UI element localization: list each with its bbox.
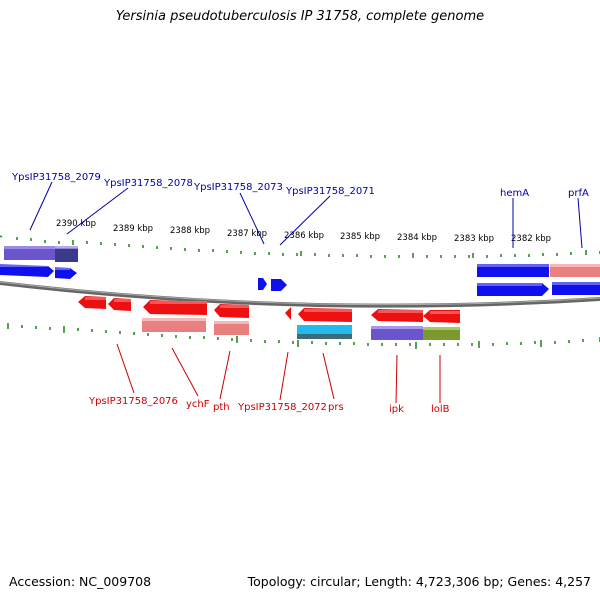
cds-arrow-reverse xyxy=(108,298,131,311)
scale-label: 2387 kbp xyxy=(227,229,267,239)
forward-leaders xyxy=(29,181,583,249)
forward-cog-blocks xyxy=(4,246,600,277)
scale-label: 2386 kbp xyxy=(284,231,324,241)
outer-tick-track xyxy=(0,235,600,258)
cds-arrow-forward xyxy=(552,282,600,295)
gene-label[interactable]: YpsIP31758_2071 xyxy=(285,186,375,197)
gene-label[interactable]: YpsIP31758_2076 xyxy=(88,396,178,407)
scale-label: 2385 kbp xyxy=(340,232,380,242)
cds-arrow-forward xyxy=(477,283,549,296)
cds-arrow-reverse xyxy=(285,307,291,320)
cds-arrow-reverse xyxy=(214,304,249,318)
cds-arrow-forward xyxy=(258,278,267,290)
forward-cds[interactable] xyxy=(0,264,600,296)
cds-arrow-forward xyxy=(271,279,287,291)
cds-arrow-forward xyxy=(55,267,77,279)
genome-backbone-highlight xyxy=(0,281,600,306)
gene-label[interactable]: hemA xyxy=(500,188,529,199)
reverse-cds[interactable] xyxy=(78,296,460,323)
forward-labels: YpsIP31758_2079 YpsIP31758_2078 YpsIP317… xyxy=(11,172,589,199)
cds-arrow-forward xyxy=(477,264,549,277)
gene-label[interactable]: YpsIP31758_2078 xyxy=(103,178,193,189)
gene-label[interactable]: YpsIP31758_2079 xyxy=(11,172,101,183)
scale-label: 2388 kbp xyxy=(170,226,210,236)
gene-label[interactable]: lolB xyxy=(431,404,450,415)
cog-block xyxy=(55,248,78,262)
accession-text: Accession: NC_009708 xyxy=(9,574,152,589)
cds-arrow-reverse xyxy=(371,309,423,322)
gene-label[interactable]: ipk xyxy=(389,404,404,415)
gene-label[interactable]: YpsIP31758_2072 xyxy=(237,402,327,413)
cds-arrow-reverse xyxy=(143,300,207,315)
scale-labels: 2390 kbp 2389 kbp 2388 kbp 2387 kbp 2386… xyxy=(56,219,551,244)
gene-label[interactable]: pth xyxy=(213,402,230,413)
cds-arrow-reverse xyxy=(78,296,106,309)
cog-block xyxy=(214,321,249,335)
inner-tick-track xyxy=(7,323,600,349)
cog-block xyxy=(142,318,206,332)
scale-label: 2382 kbp xyxy=(511,234,551,244)
cog-block xyxy=(550,264,600,277)
scale-label: 2389 kbp xyxy=(113,224,153,234)
reverse-labels: YpsIP31758_2076 ychF pth YpsIP31758_2072… xyxy=(88,396,450,415)
scale-label: 2390 kbp xyxy=(56,219,96,229)
reverse-leaders xyxy=(116,343,441,404)
genome-backbone xyxy=(0,281,600,308)
gene-label[interactable]: ychF xyxy=(186,399,210,410)
cog-block xyxy=(371,326,423,340)
cds-arrow-reverse xyxy=(298,308,352,322)
cog-block xyxy=(4,246,55,260)
genome-title: Yersinia pseudotuberculosis IP 31758, co… xyxy=(115,9,485,24)
cds-arrow-reverse xyxy=(423,310,460,323)
gene-label[interactable]: YpsIP31758_2073 xyxy=(193,182,283,193)
genome-stats-text: Topology: circular; Length: 4,723,306 bp… xyxy=(247,574,591,589)
gene-label[interactable]: prfA xyxy=(568,188,589,199)
scale-label: 2384 kbp xyxy=(397,233,437,243)
gene-label[interactable]: prs xyxy=(328,402,344,413)
cds-arrow-forward xyxy=(0,264,54,277)
scale-label: 2383 kbp xyxy=(454,234,494,244)
reverse-cog-blocks xyxy=(142,318,460,340)
cog-block xyxy=(423,327,460,340)
